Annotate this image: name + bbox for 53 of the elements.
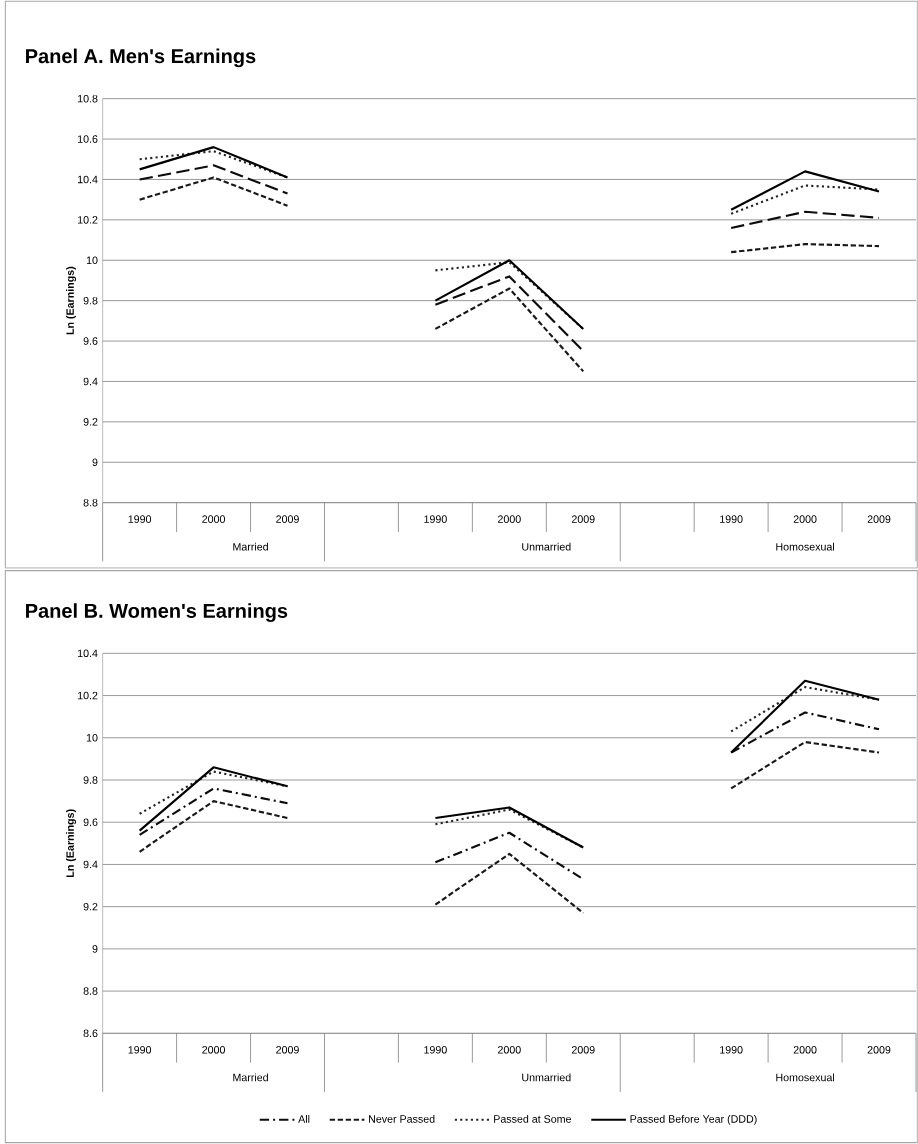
y-tick-label: 8.8 bbox=[83, 498, 98, 507]
y-tick-label: 10.8 bbox=[78, 94, 98, 103]
y-tick-label: 9.4 bbox=[83, 860, 98, 869]
x-tick-label: 2009 bbox=[867, 1046, 891, 1054]
text: Married bbox=[233, 542, 268, 551]
y-tick-label: 8.6 bbox=[83, 1029, 98, 1038]
legend-label: All bbox=[298, 1114, 310, 1123]
chart-title: Panel B. Women's Earnings bbox=[26, 603, 288, 622]
y-tick-label: 9.2 bbox=[83, 902, 98, 911]
y-tick-label: 9 bbox=[92, 458, 98, 467]
y-tick-label: 10.6 bbox=[78, 135, 98, 143]
legend-label: Never Passed bbox=[369, 1114, 435, 1123]
x-tick-label: 1990 bbox=[424, 515, 447, 523]
y-tick-label: 10.4 bbox=[78, 175, 98, 184]
x-tick-label: 2000 bbox=[793, 515, 817, 523]
y-tick-label: 9.4 bbox=[83, 377, 98, 386]
chart-title: Panel A. Men's Earnings bbox=[26, 48, 256, 68]
y-tick-label: 9.8 bbox=[83, 296, 98, 305]
text: Homosexual bbox=[776, 1073, 835, 1082]
x-tick-label: 2000 bbox=[498, 515, 521, 523]
text: Unmarried bbox=[522, 1073, 571, 1082]
x-tick-label: 2009 bbox=[276, 515, 299, 523]
y-tick-label: 10 bbox=[86, 256, 98, 265]
x-tick-label: 2000 bbox=[498, 1046, 521, 1054]
text: Unmarried bbox=[522, 542, 571, 551]
x-tick-label: 2000 bbox=[202, 515, 226, 523]
legend-label: Passed Before Year (DDD) bbox=[630, 1114, 757, 1125]
x-tick-label: 2009 bbox=[276, 1046, 299, 1054]
y-tick-label: 9.2 bbox=[83, 418, 98, 426]
x-tick-label: 2000 bbox=[793, 1046, 817, 1054]
x-tick-label: 2009 bbox=[572, 515, 595, 523]
legend-label: Passed at Some bbox=[494, 1114, 572, 1123]
text: Married bbox=[233, 1073, 268, 1082]
x-tick-label: 2009 bbox=[572, 1046, 595, 1054]
y-axis-title: Ln (Earnings) bbox=[66, 809, 77, 877]
x-tick-label: 2009 bbox=[867, 515, 891, 523]
y-tick-label: 8.8 bbox=[83, 987, 98, 995]
x-tick-label: 1990 bbox=[128, 1046, 152, 1054]
y-tick-label: 10.2 bbox=[78, 691, 98, 700]
x-tick-label: 1990 bbox=[720, 515, 743, 523]
x-tick-label: 1990 bbox=[720, 1046, 743, 1054]
y-tick-label: 10.4 bbox=[78, 649, 98, 658]
y-tick-label: 9.6 bbox=[83, 337, 98, 345]
y-tick-label: 10.2 bbox=[78, 216, 98, 224]
y-tick-label: 9.6 bbox=[83, 818, 98, 826]
text: Homosexual bbox=[776, 542, 835, 551]
x-tick-label: 2000 bbox=[202, 1046, 226, 1054]
y-tick-label: 10 bbox=[86, 734, 98, 742]
y-tick-label: 9.8 bbox=[83, 776, 98, 784]
x-tick-label: 1990 bbox=[424, 1046, 447, 1054]
y-tick-label: 9 bbox=[92, 945, 98, 953]
y-axis-title: Ln (Earnings) bbox=[66, 266, 77, 335]
x-tick-label: 1990 bbox=[128, 515, 152, 523]
